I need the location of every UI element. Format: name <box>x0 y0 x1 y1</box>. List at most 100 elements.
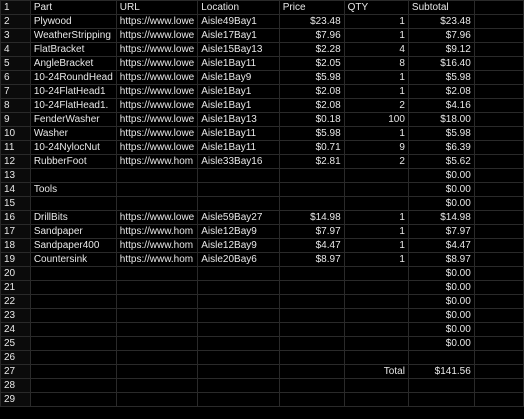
header-cell-qty[interactable]: QTY <box>343 0 409 15</box>
cell-part[interactable]: Sandpaper <box>29 224 117 239</box>
cell-price[interactable]: $0.18 <box>278 112 345 127</box>
cell-part[interactable] <box>29 392 117 407</box>
cell-qty[interactable] <box>343 322 409 337</box>
cell-price[interactable] <box>278 168 345 183</box>
cell-location[interactable] <box>197 378 280 393</box>
cell-url[interactable]: https://www.hom <box>115 224 199 239</box>
cell-qty[interactable]: 1 <box>343 70 409 85</box>
cell-g[interactable] <box>473 294 524 309</box>
row-number[interactable]: 19 <box>0 252 31 267</box>
cell-subtotal[interactable]: $5.98 <box>407 70 475 85</box>
row-number[interactable]: 27 <box>0 364 31 379</box>
row-number[interactable]: 3 <box>0 28 31 43</box>
header-cell-location[interactable]: Location <box>197 0 280 15</box>
cell-subtotal[interactable]: $14.98 <box>407 210 475 225</box>
cell-location[interactable] <box>197 322 280 337</box>
cell-url[interactable] <box>115 168 199 183</box>
cell-g[interactable] <box>473 238 524 253</box>
row-number[interactable]: 14 <box>0 182 31 197</box>
row-number[interactable]: 23 <box>0 308 31 323</box>
cell-url[interactable]: https://www.lowe <box>115 98 199 113</box>
cell-subtotal[interactable]: $141.56 <box>407 364 475 379</box>
row-number[interactable]: 10 <box>0 126 31 141</box>
cell-g[interactable] <box>473 56 524 71</box>
row-number[interactable]: 29 <box>0 392 31 407</box>
cell-subtotal[interactable]: $5.98 <box>407 126 475 141</box>
cell-url[interactable] <box>115 266 199 281</box>
cell-location[interactable]: Aisle12Bay9 <box>197 238 280 253</box>
cell-part[interactable] <box>29 196 117 211</box>
cell-price[interactable] <box>278 308 345 323</box>
cell-g[interactable] <box>473 322 524 337</box>
row-number[interactable]: 22 <box>0 294 31 309</box>
cell-url[interactable] <box>115 336 199 351</box>
cell-location[interactable]: Aisle1Bay1 <box>197 98 280 113</box>
cell-part[interactable]: Tools <box>29 182 117 197</box>
cell-location[interactable] <box>197 196 280 211</box>
cell-url[interactable] <box>115 182 199 197</box>
cell-part[interactable]: 10-24FlatHead1. <box>29 98 117 113</box>
cell-part[interactable] <box>29 336 117 351</box>
cell-subtotal[interactable] <box>407 392 475 407</box>
cell-price[interactable]: $23.48 <box>278 14 345 29</box>
cell-location[interactable]: Aisle1Bay11 <box>197 126 280 141</box>
cell-price[interactable]: $2.08 <box>278 84 345 99</box>
cell-subtotal[interactable]: $16.40 <box>407 56 475 71</box>
cell-location[interactable]: Aisle1Bay1 <box>197 84 280 99</box>
cell-subtotal[interactable]: $2.08 <box>407 84 475 99</box>
cell-qty[interactable]: 1 <box>343 238 409 253</box>
cell-subtotal[interactable]: $0.00 <box>407 266 475 281</box>
cell-price[interactable] <box>278 322 345 337</box>
cell-qty[interactable]: 9 <box>343 140 409 155</box>
row-number[interactable]: 25 <box>0 336 31 351</box>
header-cell-part[interactable]: Part <box>29 0 117 15</box>
cell-location[interactable]: Aisle1Bay11 <box>197 140 280 155</box>
row-number[interactable]: 21 <box>0 280 31 295</box>
row-number[interactable]: 12 <box>0 154 31 169</box>
cell-subtotal[interactable]: $6.39 <box>407 140 475 155</box>
cell-location[interactable] <box>197 182 280 197</box>
row-number[interactable]: 13 <box>0 168 31 183</box>
cell-g[interactable] <box>473 196 524 211</box>
cell-qty[interactable] <box>343 392 409 407</box>
cell-part[interactable]: FenderWasher <box>29 112 117 127</box>
cell-qty[interactable]: 1 <box>343 14 409 29</box>
cell-qty[interactable] <box>343 280 409 295</box>
cell-url[interactable] <box>115 364 199 379</box>
cell-url[interactable]: https://www.hom <box>115 238 199 253</box>
cell-price[interactable] <box>278 364 345 379</box>
cell-url[interactable]: https://www.lowe <box>115 42 199 57</box>
row-number[interactable]: 1 <box>0 0 31 15</box>
cell-part[interactable]: FlatBracket <box>29 42 117 57</box>
cell-g[interactable] <box>473 126 524 141</box>
cell-part[interactable] <box>29 294 117 309</box>
cell-url[interactable] <box>115 308 199 323</box>
cell-qty[interactable]: 8 <box>343 56 409 71</box>
cell-part[interactable]: DrillBits <box>29 210 117 225</box>
cell-g[interactable] <box>473 168 524 183</box>
cell-g[interactable] <box>473 182 524 197</box>
cell-part[interactable] <box>29 266 117 281</box>
cell-location[interactable]: Aisle1Bay13 <box>197 112 280 127</box>
cell-price[interactable]: $0.71 <box>278 140 345 155</box>
cell-part[interactable] <box>29 378 117 393</box>
cell-g[interactable] <box>473 392 524 407</box>
cell-url[interactable] <box>115 378 199 393</box>
cell-part[interactable]: AngleBracket <box>29 56 117 71</box>
cell-part[interactable]: Countersink <box>29 252 117 267</box>
row-number[interactable]: 26 <box>0 350 31 365</box>
cell-g[interactable] <box>473 98 524 113</box>
cell-part[interactable] <box>29 364 117 379</box>
cell-subtotal[interactable]: $7.96 <box>407 28 475 43</box>
cell-g[interactable] <box>473 28 524 43</box>
cell-g[interactable] <box>473 308 524 323</box>
row-number[interactable]: 8 <box>0 98 31 113</box>
cell-g[interactable] <box>473 42 524 57</box>
cell-price[interactable]: $2.08 <box>278 98 345 113</box>
cell-price[interactable] <box>278 280 345 295</box>
cell-url[interactable] <box>115 392 199 407</box>
cell-subtotal[interactable]: $0.00 <box>407 168 475 183</box>
cell-subtotal[interactable]: $0.00 <box>407 336 475 351</box>
cell-g[interactable] <box>473 154 524 169</box>
cell-subtotal[interactable]: $4.47 <box>407 238 475 253</box>
